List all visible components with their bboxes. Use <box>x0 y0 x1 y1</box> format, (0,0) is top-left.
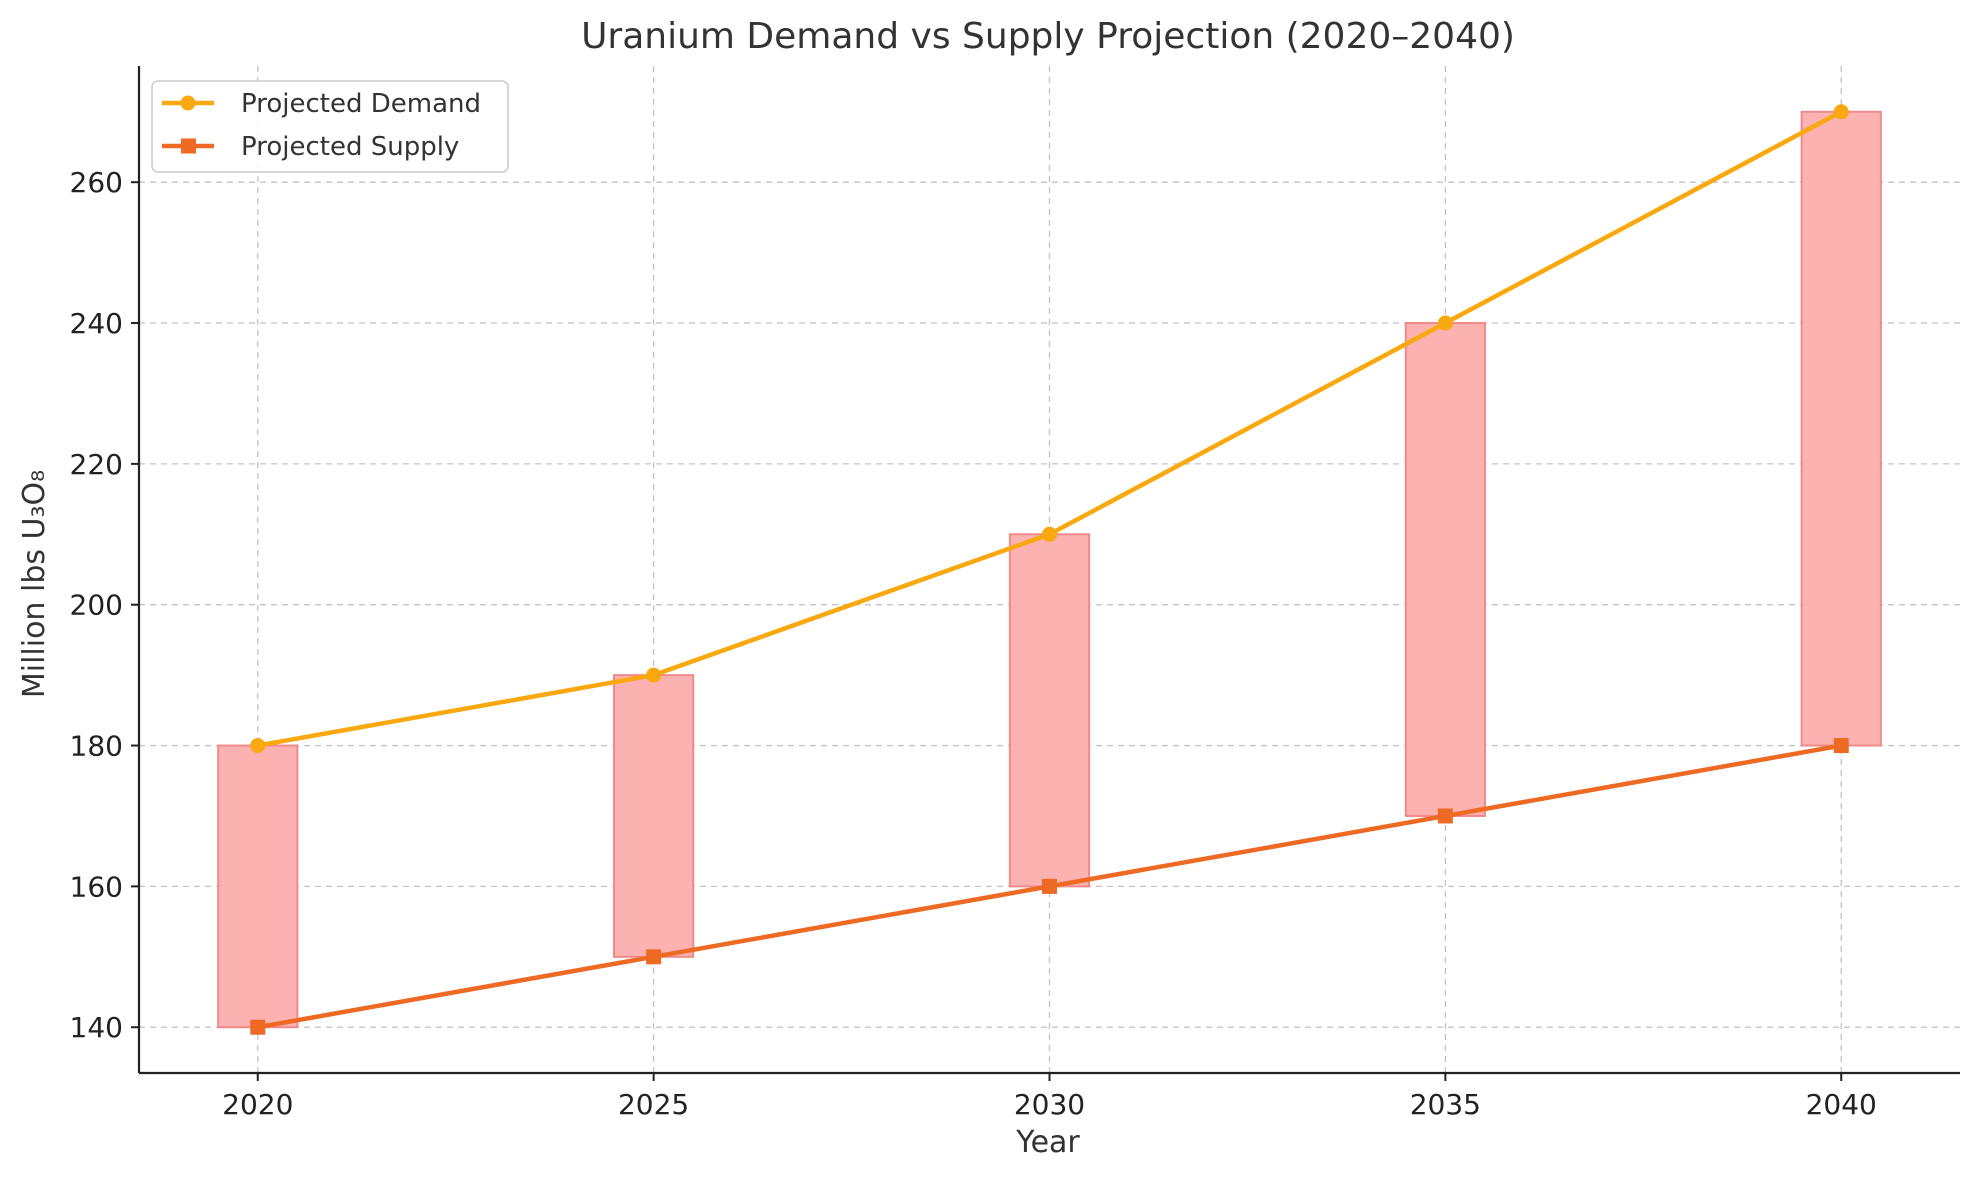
x-tick-label: 2040 <box>1806 1088 1877 1121</box>
data-point-demand <box>1042 526 1057 542</box>
legend-marker-square <box>181 138 196 154</box>
y-tick-label: 160 <box>70 870 123 903</box>
x-tick-label: 2020 <box>222 1088 293 1121</box>
gap-bar <box>613 674 695 958</box>
data-point-supply <box>1042 878 1057 894</box>
data-point-supply <box>1437 808 1453 824</box>
data-point-supply <box>1833 738 1849 754</box>
gap-bar <box>217 744 299 1029</box>
data-point-supply <box>646 949 662 965</box>
y-tick-label: 240 <box>70 307 123 340</box>
gap-bar <box>1800 110 1882 747</box>
x-axis-label: Year <box>1015 1125 1080 1160</box>
legend-label: Projected Supply <box>241 132 459 162</box>
x-tick-label: 2030 <box>1014 1088 1085 1121</box>
data-point-supply <box>250 1019 266 1035</box>
y-tick-label: 180 <box>70 730 123 763</box>
legend: Projected Demand Projected Supply <box>151 80 509 173</box>
y-tick-label: 260 <box>70 166 123 199</box>
x-tick-label: 2035 <box>1410 1088 1481 1121</box>
data-point-demand <box>250 738 266 754</box>
y-tick-label: 140 <box>70 1011 123 1044</box>
y-axis-label: Million lbs U₃O₈ <box>17 470 52 698</box>
y-tick-label: 200 <box>70 589 123 622</box>
legend-label: Projected Demand <box>241 89 481 119</box>
legend-box <box>151 80 509 173</box>
data-point-demand <box>646 667 662 683</box>
axis-layer: 2020 2025 2030 2035 2040 140 160 180 200 220 240 26… <box>70 66 1960 1121</box>
chart-title: Uranium Demand vs Supply Projection (202… <box>581 16 1515 57</box>
legend-marker-circle <box>180 95 196 111</box>
x-tick-label: 2025 <box>618 1088 689 1121</box>
data-point-demand <box>1833 104 1849 120</box>
data-point-demand <box>1437 315 1453 331</box>
legend-items: Projected Demand Projected Supply <box>162 89 481 162</box>
marker-layer <box>250 104 1849 1035</box>
gap-bar <box>1404 322 1486 817</box>
gap-bar <box>1008 533 1091 888</box>
y-tick-label: 220 <box>70 448 123 481</box>
gap-bar-layer <box>217 110 1882 1029</box>
